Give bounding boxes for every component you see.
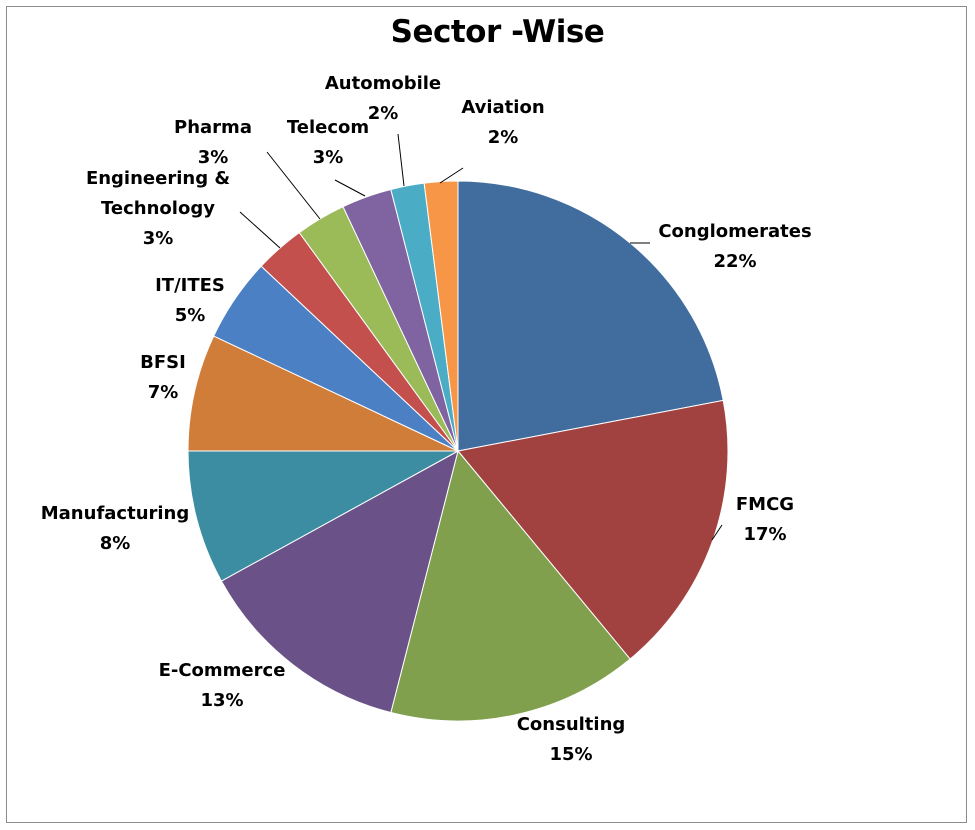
slice-label-telecom: Telecom	[287, 117, 369, 138]
slice-percent-engineering-technology: 3%	[143, 228, 174, 249]
chart-title: Sector -Wise	[390, 14, 605, 50]
slice-label-engineering-technology: Engineering &	[86, 168, 230, 189]
slice-percent-aviation: 2%	[488, 127, 519, 148]
leader-lines	[239, 133, 723, 541]
slice-label-pharma: Pharma	[174, 117, 252, 138]
pie-slice-aviation	[423, 180, 459, 452]
slice-label-automobile: Automobile	[325, 73, 441, 94]
slice-label-manufacturing: Manufacturing	[41, 503, 190, 524]
slice-percent-it-ites: 5%	[175, 305, 206, 326]
slice-percent-bfsi: 7%	[148, 382, 179, 403]
pie-slices	[187, 180, 729, 722]
slice-label-engineering-technology: Technology	[101, 198, 215, 219]
leader-line-fmcg	[711, 524, 723, 541]
leader-line-automobile	[397, 133, 405, 187]
leader-line-engineering-technology	[239, 211, 281, 249]
slice-label-it-ites: IT/ITES	[155, 275, 225, 296]
slice-percent-manufacturing: 8%	[100, 533, 131, 554]
slice-percent-consulting: 15%	[549, 744, 592, 765]
slice-label-conglomerates: Conglomerates	[658, 221, 811, 242]
pie-slice-e-commerce	[220, 450, 459, 714]
leader-line-pharma	[266, 151, 321, 220]
slice-percent-automobile: 2%	[368, 103, 399, 124]
pie-slice-bfsi	[187, 335, 459, 452]
slice-percent-fmcg: 17%	[743, 524, 786, 545]
leader-line-telecom	[334, 179, 366, 197]
slice-labels: Conglomerates 22% FMCG 17% Consulting 15% E-Co…	[41, 73, 812, 765]
pie-slice-manufacturing	[187, 450, 459, 582]
slice-percent-pharma: 3%	[198, 147, 229, 168]
leader-line-aviation	[439, 167, 464, 184]
pie-slice-fmcg	[457, 399, 729, 660]
slice-percent-e-commerce: 13%	[200, 690, 243, 711]
slice-label-e-commerce: E-Commerce	[159, 660, 286, 681]
slice-percent-conglomerates: 22%	[713, 251, 756, 272]
pie-slice-consulting	[390, 449, 631, 722]
slice-percent-telecom: 3%	[313, 147, 344, 168]
slice-label-fmcg: FMCG	[736, 494, 794, 515]
slice-label-consulting: Consulting	[517, 714, 626, 735]
slice-label-bfsi: BFSI	[140, 352, 186, 373]
slice-label-aviation: Aviation	[461, 97, 544, 118]
